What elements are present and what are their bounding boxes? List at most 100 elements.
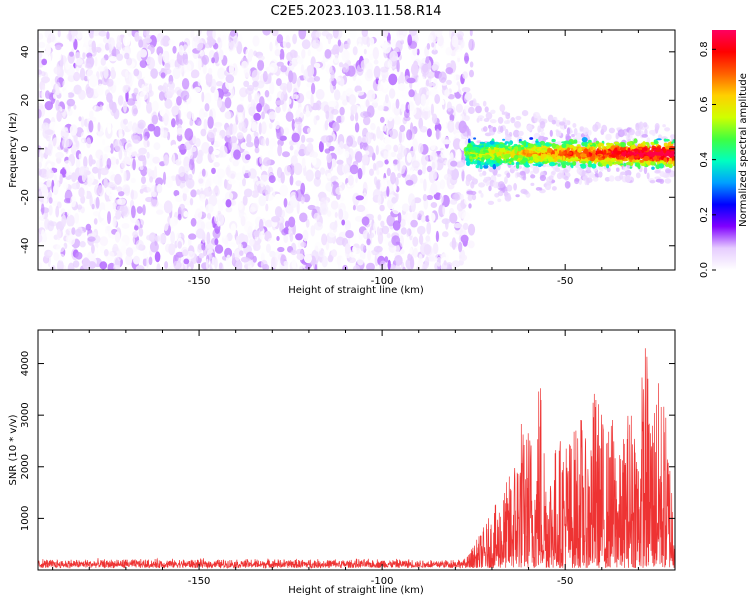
spectrogram-cell	[475, 105, 482, 114]
spectrogram-cell	[335, 186, 343, 195]
spectrogram-cell	[115, 158, 119, 165]
spectrogram-cell	[295, 233, 303, 241]
spectrogram-cell	[122, 35, 131, 47]
spectrogram-cell	[385, 94, 389, 104]
spectrogram-cell	[663, 142, 668, 147]
spectrogram-cell	[377, 84, 384, 92]
spectrogram-cell	[67, 92, 75, 98]
spectrogram-cell	[291, 94, 299, 100]
spectrogram-cell	[537, 125, 541, 133]
spectrogram-cell	[478, 190, 482, 194]
spectrogram-cell	[330, 200, 339, 210]
spectrogram-cell	[603, 154, 608, 157]
spectrogram-cell	[346, 135, 354, 147]
spectrogram-cell	[479, 141, 485, 144]
spectrogram-cell	[609, 154, 615, 157]
spectrogram-cell	[293, 162, 303, 176]
spectrogram-cell	[169, 196, 178, 203]
spectrogram-cell	[134, 172, 140, 178]
spectrogram-cell	[125, 254, 133, 266]
spectrogram-cell	[361, 163, 366, 176]
y-tick-label: -20	[20, 189, 31, 205]
spectrogram-cell	[301, 157, 306, 169]
spectrogram-cell	[307, 49, 311, 57]
spectrogram-cell	[268, 175, 276, 184]
spectrogram-cell	[217, 97, 223, 109]
spectrogram-cell	[276, 236, 280, 241]
spectrogram-cell	[295, 248, 304, 256]
spectrogram-cell	[313, 76, 321, 82]
spectrogram-cell	[426, 165, 433, 173]
spectrogram-cell	[214, 238, 219, 246]
spectrogram-cell	[485, 176, 491, 181]
spectrogram-cell	[148, 256, 153, 266]
spectrogram-cell	[431, 113, 438, 124]
spectrogram-cell	[382, 124, 387, 132]
spectrogram-cell	[300, 241, 307, 248]
spectrogram-cell	[377, 138, 387, 149]
spectrogram-cell	[109, 193, 116, 202]
spectrogram-cell	[272, 146, 277, 156]
spectrogram-cell	[188, 266, 192, 270]
spectrogram-cell	[400, 103, 405, 113]
spectrogram-cell	[327, 254, 334, 263]
spectrogram-cell	[106, 31, 110, 40]
spectrogram-cell	[134, 31, 140, 42]
spectrogram-cell	[540, 132, 545, 136]
spectrogram-cell	[627, 132, 631, 139]
spectrogram-cell	[357, 167, 363, 180]
spectrogram-cell	[469, 190, 477, 196]
spectrogram-cell	[405, 179, 414, 186]
spectrogram-cell	[143, 30, 150, 36]
spectrogram-cell	[92, 166, 99, 174]
spectrogram-cell	[334, 146, 342, 155]
spectrogram-cell	[528, 159, 534, 164]
spectrogram-cell	[306, 65, 315, 77]
spectrogram-cell	[430, 103, 434, 116]
spectrogram-cell	[588, 160, 592, 166]
spectrogram-cell	[207, 37, 216, 46]
spectrogram-cell	[432, 78, 438, 90]
spectrogram-cell	[64, 60, 71, 70]
spectrogram-cell	[330, 249, 338, 258]
spectrogram-cell	[99, 245, 105, 254]
spectrogram-cell	[178, 65, 184, 74]
spectrogram-cell	[354, 112, 359, 122]
spectrogram-cell	[480, 192, 484, 198]
spectrogram-cell	[419, 178, 424, 184]
spectrogram-cell	[395, 176, 399, 187]
spectrogram-cell	[398, 161, 406, 175]
spectrogram-cell	[413, 247, 418, 258]
spectrogram-cell	[469, 69, 474, 78]
spectrogram-cell	[503, 120, 509, 125]
spectrogram-cell	[551, 138, 556, 143]
spectrogram-cell	[144, 37, 152, 44]
spectrogram-cell	[117, 95, 124, 106]
spectrogram-cell	[101, 220, 108, 226]
spectrogram-cell	[300, 64, 305, 74]
spectrogram-cell	[629, 156, 635, 160]
spectrogram-cell	[123, 118, 128, 125]
spectrogram-cell	[417, 225, 426, 235]
spectrogram-cell	[384, 256, 389, 263]
spectrogram-cell	[344, 243, 351, 255]
spectrogram-cell	[80, 139, 86, 152]
spectrogram-cell	[62, 89, 69, 102]
spectrogram-cell	[474, 102, 480, 107]
spectrogram-cell	[200, 194, 206, 203]
spectrogram-cell	[240, 215, 246, 227]
spectrogram-cell	[491, 149, 496, 154]
spectrogram-cell	[564, 176, 569, 181]
spectrogram-cell	[160, 39, 164, 46]
spectrogram-cell	[431, 49, 438, 55]
spectrogram-cell	[434, 30, 443, 38]
spectrogram-cell	[232, 124, 236, 137]
spectrogram-cell	[536, 145, 542, 148]
spectrogram-cell	[583, 148, 589, 154]
spectrogram-cell	[312, 151, 318, 158]
spectrogram-cell	[154, 166, 158, 179]
spectrogram-cell	[461, 249, 465, 261]
spectrogram-cell	[430, 182, 438, 195]
spectrogram-cell	[528, 143, 535, 148]
spectrogram-cell	[172, 45, 177, 54]
